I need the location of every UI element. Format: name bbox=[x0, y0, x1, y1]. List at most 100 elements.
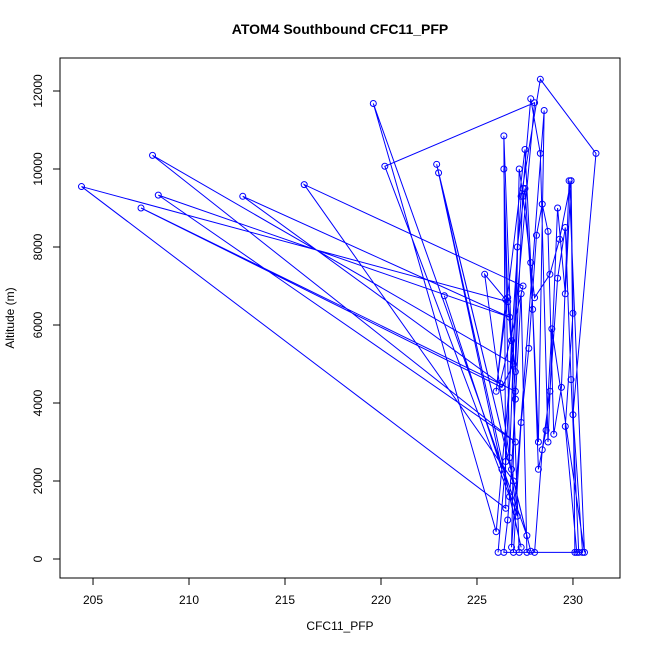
data-point bbox=[561, 422, 569, 430]
data-point bbox=[519, 184, 527, 192]
data-point bbox=[519, 192, 527, 200]
data-line bbox=[81, 78, 597, 553]
data-point bbox=[502, 296, 510, 304]
data-point bbox=[506, 493, 514, 501]
data-point bbox=[546, 270, 554, 278]
data-point bbox=[534, 438, 542, 446]
data-point bbox=[557, 383, 565, 391]
data-point bbox=[544, 438, 552, 446]
data-point bbox=[433, 160, 441, 168]
data-point bbox=[536, 75, 544, 83]
data-point bbox=[500, 132, 508, 140]
data-point bbox=[508, 337, 516, 345]
data-point bbox=[504, 298, 512, 306]
data-point bbox=[381, 162, 389, 170]
y-tick-label: 0 bbox=[31, 555, 45, 562]
data-point bbox=[571, 548, 579, 556]
y-tick-label: 6000 bbox=[31, 311, 45, 338]
y-tick-label: 10000 bbox=[31, 152, 45, 186]
x-axis-label: CFC11_PFP bbox=[306, 619, 373, 633]
data-point bbox=[554, 204, 562, 212]
data-point bbox=[525, 344, 533, 352]
data-point bbox=[509, 477, 517, 485]
y-tick-label: 4000 bbox=[31, 389, 45, 416]
data-point bbox=[548, 325, 556, 333]
data-point bbox=[369, 99, 377, 107]
data-point bbox=[154, 191, 162, 199]
data-point bbox=[517, 290, 525, 298]
data-point bbox=[500, 548, 508, 556]
data-point bbox=[521, 184, 529, 192]
x-tick-label: 225 bbox=[467, 593, 487, 607]
data-point bbox=[435, 169, 443, 177]
data-point bbox=[511, 368, 519, 376]
data-point bbox=[519, 282, 527, 290]
data-point bbox=[500, 165, 508, 173]
x-tick-label: 220 bbox=[371, 593, 391, 607]
data-point bbox=[573, 548, 581, 556]
data-point bbox=[506, 313, 514, 321]
data-point bbox=[496, 380, 504, 388]
data-point bbox=[511, 387, 519, 395]
y-tick-label: 12000 bbox=[31, 74, 45, 108]
data-point bbox=[529, 305, 537, 313]
y-tick-label: 2000 bbox=[31, 467, 45, 494]
data-point bbox=[509, 548, 517, 556]
data-point bbox=[492, 528, 500, 536]
data-point bbox=[504, 294, 512, 302]
y-tick-label: 8000 bbox=[31, 233, 45, 260]
chart-title: ATOM4 Southbound CFC11_PFP bbox=[232, 21, 449, 37]
y-axis-label: Altitude (m) bbox=[3, 287, 17, 348]
data-point bbox=[511, 395, 519, 403]
data-point bbox=[481, 270, 489, 278]
data-point bbox=[513, 512, 521, 520]
data-point bbox=[546, 387, 554, 395]
data-point bbox=[531, 294, 539, 302]
data-point bbox=[502, 504, 510, 512]
data-point bbox=[556, 235, 564, 243]
data-point bbox=[565, 177, 573, 185]
data-point bbox=[540, 106, 548, 114]
data-point bbox=[504, 516, 512, 524]
data-point bbox=[538, 200, 546, 208]
data-point bbox=[502, 458, 510, 466]
data-point bbox=[506, 454, 514, 462]
data-point bbox=[554, 274, 562, 282]
data-point bbox=[569, 411, 577, 419]
data-point bbox=[149, 151, 157, 159]
data-point bbox=[575, 548, 583, 556]
data-point bbox=[531, 548, 539, 556]
data-point bbox=[567, 177, 575, 185]
x-tick-label: 210 bbox=[179, 593, 199, 607]
data-point bbox=[569, 309, 577, 317]
data-point bbox=[544, 227, 552, 235]
data-point bbox=[239, 192, 247, 200]
data-point bbox=[521, 145, 529, 153]
data-point bbox=[542, 426, 550, 434]
data-point bbox=[492, 387, 500, 395]
data-point bbox=[517, 192, 525, 200]
data-point bbox=[517, 419, 525, 427]
data-point bbox=[567, 376, 575, 384]
data-point bbox=[538, 446, 546, 454]
data-point bbox=[498, 465, 506, 473]
data-point bbox=[498, 383, 506, 391]
data-point bbox=[78, 183, 86, 191]
data-point bbox=[137, 204, 145, 212]
data-point bbox=[534, 465, 542, 473]
data-point bbox=[523, 532, 531, 540]
data-point bbox=[527, 95, 535, 103]
data-point bbox=[536, 149, 544, 157]
data-point bbox=[561, 223, 569, 231]
x-tick-label: 205 bbox=[83, 593, 103, 607]
data-point bbox=[509, 360, 517, 368]
data-point bbox=[527, 547, 535, 555]
data-point bbox=[592, 149, 600, 157]
data-point bbox=[515, 165, 523, 173]
x-tick-label: 215 bbox=[275, 593, 295, 607]
x-tick-label: 230 bbox=[563, 593, 583, 607]
data-point bbox=[561, 290, 569, 298]
data-point bbox=[523, 548, 531, 556]
plot-frame bbox=[59, 57, 621, 579]
data-point bbox=[550, 430, 558, 438]
